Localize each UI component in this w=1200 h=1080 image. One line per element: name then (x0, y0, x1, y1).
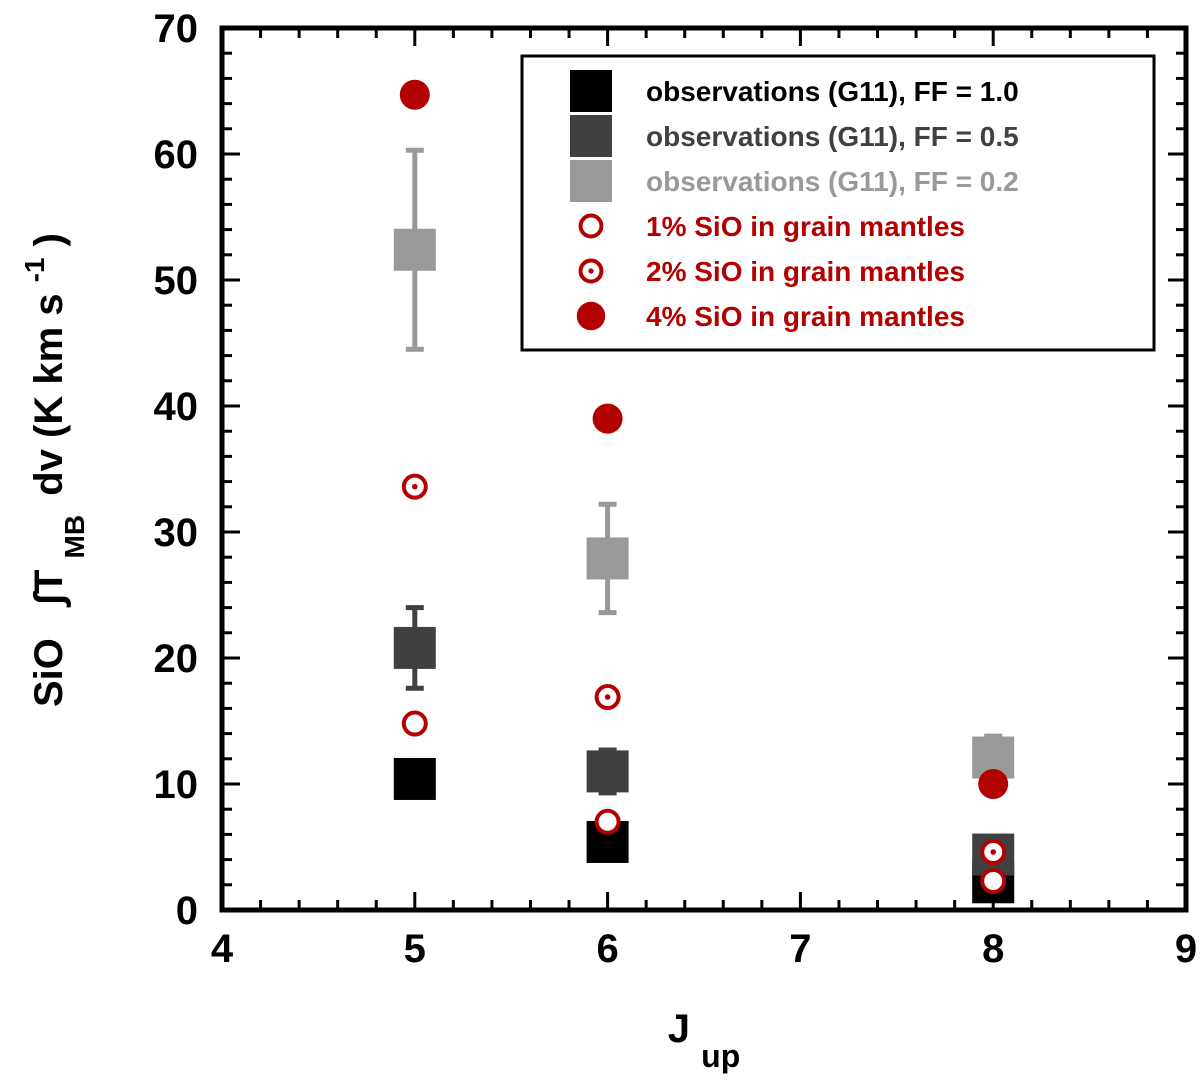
y-label-species: SiO (27, 638, 71, 707)
legend-label: observations (G11), FF = 0.5 (646, 121, 1019, 152)
tick-labels: 4 5 6 7 8 9 0 10 20 30 40 50 60 70 (154, 7, 1198, 971)
y-tick-label: 50 (154, 259, 199, 303)
x-tick-label: 7 (789, 927, 811, 971)
y-tick-label: 70 (154, 7, 199, 51)
x-label-main: J (668, 1007, 690, 1051)
x-axis-label: J up (668, 1007, 740, 1074)
legend-marker-dot (588, 268, 594, 274)
y-label-superscript: -1 (19, 257, 50, 282)
y-axis-label: SiO ∫T MB dv (K km s -1 ) (9, 233, 93, 707)
legend-label: observations (G11), FF = 0.2 (646, 166, 1019, 197)
series-3 (401, 710, 1007, 895)
y-tick-label: 30 (154, 511, 199, 555)
data-point (401, 710, 428, 737)
y-tick-label: 0 (176, 889, 198, 933)
legend-marker (570, 160, 612, 202)
y-tick-label: 20 (154, 637, 199, 681)
legend-label: observations (G11), FF = 1.0 (646, 76, 1019, 107)
legend: observations (G11), FF = 1.0 observations… (520, 54, 1156, 352)
data-marks (393, 79, 1015, 904)
x-tick-label: 8 (982, 927, 1004, 971)
y-tick-label: 10 (154, 763, 199, 807)
data-point (594, 808, 621, 835)
y-tick-label: 40 (154, 385, 199, 429)
data-point (980, 868, 1007, 895)
plot-frame (219, 25, 1189, 913)
legend-box (520, 54, 1156, 352)
series-4 (401, 473, 1007, 866)
data-point (586, 537, 629, 580)
data-point-dot (990, 849, 996, 855)
legend-marker (570, 115, 612, 157)
data-point-dot (604, 694, 611, 700)
series-1 (393, 605, 1015, 876)
data-point (393, 757, 436, 800)
data-point (586, 750, 629, 793)
legend-label: 1% SiO in grain mantles (646, 211, 965, 242)
data-point-dot (412, 483, 418, 490)
y-label-close: ) (27, 233, 71, 246)
series-5 (399, 79, 1009, 799)
legend-marker (578, 213, 604, 239)
series-2 (393, 147, 1015, 782)
data-point (592, 403, 623, 434)
y-label-units: dv (K km s (27, 293, 71, 495)
x-tick-label: 5 (404, 927, 426, 971)
legend-marker (570, 70, 612, 112)
legend-marker (576, 301, 606, 331)
data-point (399, 79, 430, 110)
y-label-subscript: MB (59, 515, 90, 559)
x-label-subscript: up (701, 1038, 740, 1074)
y-tick-label: 60 (154, 133, 199, 177)
legend-label: 2% SiO in grain mantles (646, 256, 965, 287)
x-tick-label: 6 (596, 927, 618, 971)
series-0 (393, 757, 1015, 904)
data-point (978, 769, 1009, 799)
data-point (393, 626, 436, 669)
data-point (393, 228, 436, 271)
y-label-integral: ∫T (27, 570, 71, 608)
x-tick-label: 9 (1175, 927, 1197, 971)
x-tick-label: 4 (211, 927, 234, 971)
legend-label: 4% SiO in grain mantles (646, 301, 965, 332)
